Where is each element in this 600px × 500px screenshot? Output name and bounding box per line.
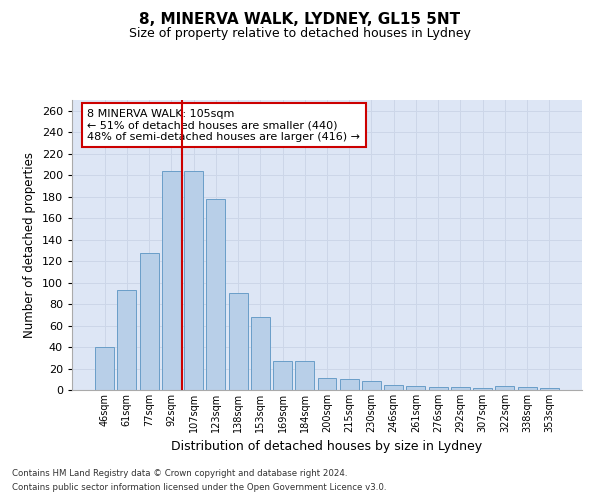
- Bar: [95, 347, 114, 390]
- Bar: [118, 290, 136, 390]
- Text: Contains HM Land Registry data © Crown copyright and database right 2024.: Contains HM Land Registry data © Crown c…: [12, 468, 347, 477]
- Bar: [429, 387, 448, 390]
- Bar: [518, 387, 536, 390]
- Bar: [251, 317, 270, 390]
- Text: 8, MINERVA WALK, LYDNEY, GL15 5NT: 8, MINERVA WALK, LYDNEY, GL15 5NT: [139, 12, 461, 28]
- Bar: [362, 382, 381, 390]
- Bar: [162, 171, 181, 390]
- Bar: [317, 378, 337, 390]
- Bar: [451, 387, 470, 390]
- Bar: [295, 361, 314, 390]
- Text: Contains public sector information licensed under the Open Government Licence v3: Contains public sector information licen…: [12, 484, 386, 492]
- Bar: [496, 386, 514, 390]
- Bar: [184, 171, 203, 390]
- Text: Size of property relative to detached houses in Lydney: Size of property relative to detached ho…: [129, 28, 471, 40]
- Y-axis label: Number of detached properties: Number of detached properties: [23, 152, 36, 338]
- Bar: [340, 380, 359, 390]
- Bar: [229, 294, 248, 390]
- Bar: [273, 361, 292, 390]
- Bar: [406, 386, 425, 390]
- X-axis label: Distribution of detached houses by size in Lydney: Distribution of detached houses by size …: [172, 440, 482, 454]
- Bar: [473, 388, 492, 390]
- Bar: [140, 252, 158, 390]
- Bar: [206, 199, 225, 390]
- Text: 8 MINERVA WALK: 105sqm
← 51% of detached houses are smaller (440)
48% of semi-de: 8 MINERVA WALK: 105sqm ← 51% of detached…: [88, 108, 360, 142]
- Bar: [540, 388, 559, 390]
- Bar: [384, 384, 403, 390]
